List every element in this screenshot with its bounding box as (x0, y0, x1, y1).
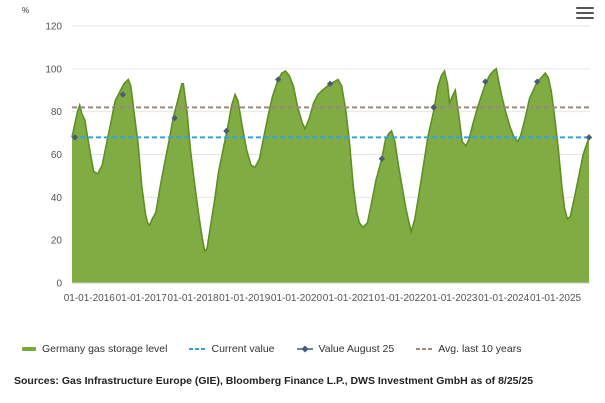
legend-item-avg[interactable]: Avg. last 10 years (416, 343, 522, 355)
aug25-marker (223, 127, 230, 135)
legend-item-storage[interactable]: Germany gas storage level (22, 343, 167, 355)
y-tick-label: 120 (45, 22, 62, 33)
legend-swatch-storage (22, 347, 36, 351)
aug25-marker (585, 134, 593, 141)
aug25-marker (378, 155, 386, 162)
aug25-marker (430, 104, 437, 111)
x-tick-label: 01-01-2022 (375, 293, 427, 304)
legend-swatch-aug25 (296, 345, 313, 353)
storage-area (71, 67, 590, 283)
x-tick-label: 01-01-2023 (426, 293, 478, 304)
legend-label-aug25: Value August 25 (318, 343, 395, 355)
x-tick-label: 01-01-2019 (219, 293, 271, 304)
legend-item-current[interactable]: Current value (189, 343, 275, 355)
aug25-marker (71, 134, 79, 141)
x-tick-label: 01-01-2025 (530, 293, 582, 304)
y-tick-label: 80 (51, 107, 63, 118)
aug25-marker (326, 80, 334, 88)
y-tick-label: 40 (51, 193, 63, 204)
legend-item-aug25[interactable]: Value August 25 (296, 343, 395, 355)
x-axis: 01-01-2016 01-01-2017 01-01-2018 01-01-2019… (64, 282, 590, 304)
storage-area-fill (72, 68, 590, 283)
legend: Germany gas storage level Current value … (22, 341, 544, 357)
aug25-marker (534, 78, 541, 85)
x-tick-label: 01-01-2018 (167, 293, 219, 304)
aug25-marker (482, 78, 489, 85)
aug25-marker (171, 114, 178, 122)
source-note: Sources: Gas Infrastructure Europe (GIE)… (14, 375, 534, 387)
legend-label-avg: Avg. last 10 years (438, 343, 522, 355)
reference-lines (72, 106, 590, 139)
y-tick-label: 100 (45, 64, 62, 75)
aug25-marker (274, 76, 282, 83)
legend-swatch-avg (416, 348, 433, 350)
y-tick-label: 60 (51, 150, 63, 161)
x-tick-label: 01-01-2020 (271, 293, 323, 304)
y-tick-label: 0 (56, 279, 62, 290)
y-tick-label: 20 (51, 236, 63, 247)
x-tick-label: 01-01-2021 (323, 293, 375, 304)
x-tick-label: 01-01-2016 (64, 293, 116, 304)
x-tick-label: 01-01-2017 (116, 293, 168, 304)
hamburger-menu-icon[interactable] (574, 4, 596, 22)
x-tick-label: 01-01-2024 (478, 293, 530, 304)
legend-swatch-current (189, 348, 206, 350)
y-axis: 0 20 40 60 80 100 120 (45, 22, 62, 290)
aug25-marker (119, 91, 127, 98)
legend-label-current: Current value (211, 343, 275, 355)
legend-label-storage: Germany gas storage level (42, 343, 168, 355)
y-unit-label: % (22, 6, 29, 15)
august-markers (71, 76, 593, 162)
